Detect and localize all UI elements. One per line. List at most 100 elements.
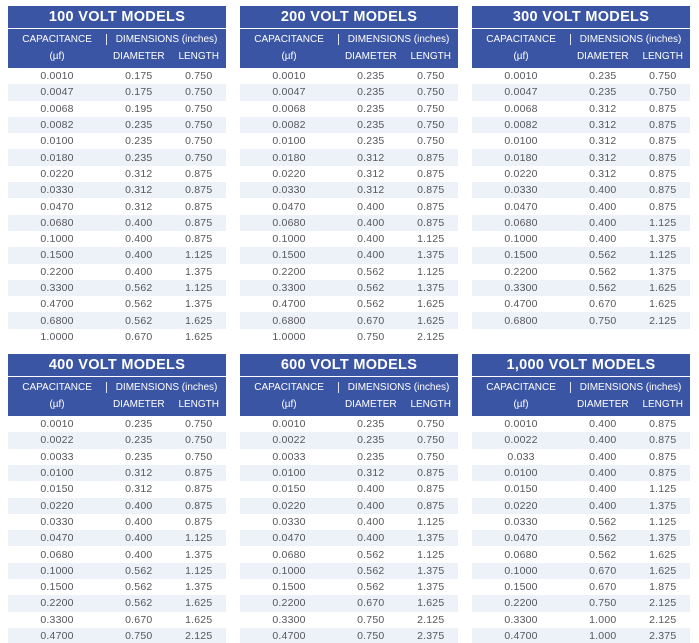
- length-column-header: LENGTH: [178, 399, 220, 411]
- length-cell: 0.750: [185, 418, 213, 431]
- capacitance-cell: 0.0068: [272, 102, 306, 115]
- capacitance-cell: 0.1000: [40, 564, 74, 577]
- diameter-cell: 0.562: [125, 282, 153, 294]
- diameter-cell: 0.562: [357, 282, 385, 294]
- table-row: 0.4700 0.562 1.375: [8, 296, 226, 312]
- diameter-cell: 0.400: [357, 483, 385, 496]
- diameter-cell: 0.400: [589, 467, 617, 480]
- capacitance-cell: 0.0680: [40, 548, 74, 561]
- diameter-cell: 0.562: [589, 548, 617, 561]
- table-title: 400 VOLT MODELS: [8, 354, 226, 378]
- capacitance-cell: 0.1500: [504, 249, 538, 262]
- table-row: 0.0220 0.312 0.875: [8, 166, 226, 182]
- diameter-cell: 0.235: [357, 86, 385, 99]
- length-cell: 1.625: [649, 548, 677, 561]
- capacitance-cell: 0.0680: [504, 548, 538, 561]
- capacitance-column-header: CAPACITANCE: [22, 382, 92, 394]
- capacitance-cell: 0.1000: [504, 564, 538, 577]
- length-cell: 0.875: [417, 200, 445, 213]
- length-cell: 1.375: [185, 265, 213, 278]
- table-body: 0.0010 0.235 0.750 0.0047 0.235 0.750 0.0068 0.…: [240, 68, 458, 345]
- capacitance-cell: 0.0180: [504, 151, 538, 164]
- diameter-cell: 0.562: [589, 282, 617, 294]
- capacitance-cell: 0.0220: [504, 167, 538, 180]
- table-row: 0.0047 0.235 0.750: [240, 84, 458, 101]
- diameter-cell: 0.400: [589, 418, 617, 431]
- diameter-cell: 0.175: [125, 70, 153, 83]
- table-column-headers: CAPACITANCE DIMENSIONS (inches) (µf) DIA…: [240, 29, 458, 68]
- length-cell: 0.875: [649, 151, 677, 164]
- length-cell: 0.875: [649, 119, 677, 132]
- table-row: 0.6800 0.670 1.625: [240, 312, 458, 329]
- length-cell: 1.375: [185, 298, 213, 311]
- table-row: 0.0100 0.235 0.750: [8, 133, 226, 149]
- capacitance-column-header: CAPACITANCE: [486, 382, 556, 394]
- table-row: 0.0220 0.312 0.875: [240, 166, 458, 182]
- length-cell: 0.875: [185, 467, 213, 480]
- table-row: 0.2200 0.400 1.375: [8, 264, 226, 280]
- table-title: 1,000 VOLT MODELS: [472, 354, 690, 378]
- capacitance-cell: 0.0100: [504, 467, 538, 480]
- diameter-cell: 0.562: [357, 298, 385, 311]
- diameter-cell: 0.400: [589, 184, 617, 197]
- capacitance-cell: 0.1500: [40, 581, 74, 594]
- table-body: 0.0010 0.235 0.750 0.0047 0.235 0.750 0.0068 0.…: [472, 68, 690, 329]
- voltage-model-table-4: 400 VOLT MODELS CAPACITANCE DIMENSIONS (…: [8, 354, 226, 643]
- table-row: 0.0082 0.235 0.750: [8, 116, 226, 134]
- length-cell: 0.875: [649, 467, 677, 480]
- capacitance-cell: 0.0470: [40, 200, 74, 213]
- table-row: 0.0330 0.400 0.875: [8, 514, 226, 530]
- capacitance-unit-label: (µf): [513, 51, 529, 62]
- diameter-cell: 0.312: [357, 467, 385, 480]
- table-row: 0.2200 0.750 2.125: [472, 595, 690, 612]
- diameter-cell: 0.312: [357, 151, 385, 164]
- table-row: 0.0033 0.235 0.750: [240, 449, 458, 465]
- length-cell: 0.750: [185, 70, 213, 83]
- capacitance-cell: 0.1000: [40, 233, 74, 246]
- diameter-cell: 0.312: [125, 483, 153, 496]
- table-row: 0.0470 0.562 1.375: [472, 530, 690, 547]
- table-row: 0.0330 0.312 0.875: [8, 182, 226, 199]
- table-row: 0.1500 0.562 1.125: [472, 247, 690, 264]
- length-cell: 0.750: [185, 102, 213, 115]
- length-cell: 1.125: [185, 532, 213, 545]
- length-cell: 1.625: [185, 613, 213, 626]
- capacitance-cell: 0.3300: [504, 613, 538, 626]
- capacitance-cell: 0.0330: [40, 184, 74, 197]
- capacitance-cell: 0.4700: [40, 630, 74, 643]
- capacitance-cell: 0.0100: [504, 135, 538, 148]
- diameter-cell: 0.562: [125, 564, 153, 577]
- dimensions-column-header: DIMENSIONS (inches): [106, 382, 226, 394]
- diameter-cell: 0.400: [589, 483, 617, 496]
- diameter-cell: 0.235: [125, 418, 153, 431]
- diameter-cell: 0.235: [125, 135, 153, 148]
- capacitance-cell: 0.0022: [272, 434, 306, 447]
- table-row: 0.0100 0.400 0.875: [472, 464, 690, 482]
- length-cell: 0.875: [417, 184, 445, 197]
- length-cell: 1.125: [417, 265, 445, 278]
- table-row: 0.0068 0.312 0.875: [472, 101, 690, 117]
- length-cell: 0.875: [649, 135, 677, 148]
- length-cell: 1.125: [185, 282, 213, 294]
- diameter-column-header: DIAMETER: [576, 51, 629, 62]
- table-row: 0.6800 0.562 1.625: [8, 312, 226, 329]
- length-cell: 1.375: [417, 564, 445, 577]
- diameter-cell: 0.195: [125, 102, 153, 115]
- table-row: 0.0082 0.312 0.875: [472, 116, 690, 134]
- table-row: 0.0100 0.312 0.875: [8, 464, 226, 482]
- capacitance-cell: 0.0220: [40, 167, 74, 180]
- length-cell: 0.875: [185, 184, 213, 197]
- length-cell: 1.125: [649, 216, 677, 229]
- diameter-cell: 0.235: [357, 119, 385, 132]
- table-row: 0.0068 0.235 0.750: [240, 101, 458, 117]
- table-row: 0.0047 0.235 0.750: [472, 84, 690, 101]
- length-cell: 0.750: [417, 86, 445, 99]
- capacitance-cell: 0.4700: [272, 630, 306, 643]
- capacitance-cell: 0.4700: [272, 298, 306, 311]
- diameter-cell: 0.235: [125, 151, 153, 164]
- length-cell: 1.625: [417, 597, 445, 610]
- diameter-cell: 0.312: [589, 151, 617, 164]
- table-row: 0.0470 0.312 0.875: [8, 198, 226, 214]
- diameter-cell: 0.750: [589, 314, 617, 327]
- capacitance-cell: 0.0180: [40, 151, 74, 164]
